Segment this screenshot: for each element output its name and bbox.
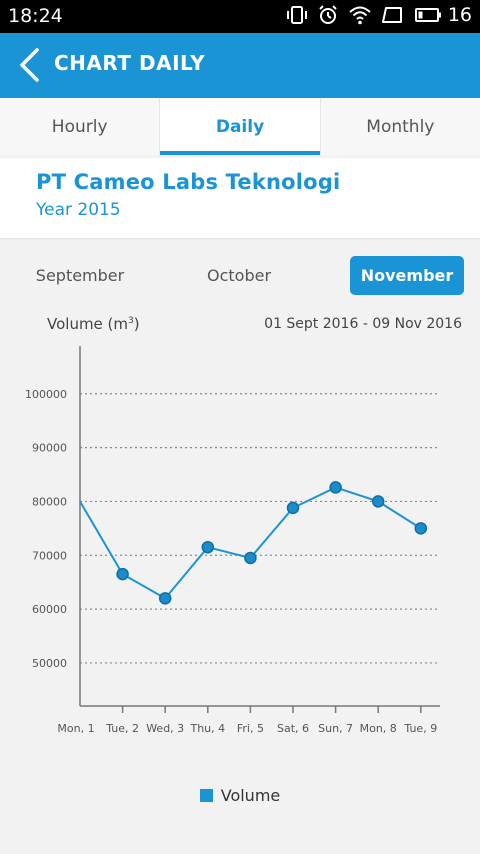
x-tick-label: Mon, 1 bbox=[57, 722, 94, 735]
x-tick-label: Mon, 8 bbox=[360, 722, 397, 735]
company-name: PT Cameo Labs Teknologi bbox=[36, 170, 341, 194]
chart-legend: Volume bbox=[0, 782, 480, 808]
x-tick-label: Sun, 7 bbox=[318, 722, 353, 735]
data-point[interactable] bbox=[244, 551, 257, 565]
vibrate-icon bbox=[286, 4, 308, 26]
data-point[interactable] bbox=[116, 567, 129, 581]
data-point[interactable] bbox=[329, 481, 342, 494]
y-tick-label: 60000 bbox=[32, 603, 67, 616]
y-tick-label: 80000 bbox=[32, 495, 67, 508]
page-title: CHART DAILY bbox=[54, 51, 206, 75]
y-tick-label: 70000 bbox=[32, 549, 67, 562]
tab-hourly[interactable]: Hourly bbox=[0, 98, 161, 155]
status-icons: 16 bbox=[286, 4, 472, 26]
wifi-icon bbox=[348, 4, 372, 26]
month-november[interactable]: November bbox=[350, 256, 464, 295]
x-tick-label: Fri, 5 bbox=[237, 722, 264, 735]
y-tick-label: 90000 bbox=[32, 442, 67, 455]
month-selector: September October November bbox=[0, 256, 480, 296]
data-point[interactable] bbox=[371, 495, 385, 508]
month-september[interactable]: September bbox=[35, 266, 125, 285]
battery-icon bbox=[414, 4, 442, 26]
alarm-icon bbox=[317, 4, 339, 26]
battery-level: 16 bbox=[447, 4, 472, 26]
tab-monthly[interactable]: Monthly bbox=[320, 98, 480, 155]
chevron-left-icon bbox=[20, 48, 39, 82]
back-button[interactable] bbox=[10, 43, 50, 87]
data-point[interactable] bbox=[286, 501, 300, 515]
legend-swatch bbox=[199, 788, 213, 802]
company-card: PT Cameo Labs Teknologi Year 2015 bbox=[0, 158, 480, 238]
chart-header: Volume (m3) 01 Sept 2016 - 09 Nov 2016 bbox=[0, 312, 480, 340]
company-year: Year 2015 bbox=[36, 200, 121, 220]
period-tabs: Hourly Daily Monthly bbox=[0, 98, 480, 155]
x-tick-label: Thu, 4 bbox=[189, 722, 225, 735]
status-time: 18:24 bbox=[8, 5, 63, 27]
x-tick-label: Sat, 6 bbox=[277, 722, 309, 735]
app-bar: CHART DAILY bbox=[0, 33, 480, 98]
volume-line-chart: 50000 60000 70000 80000 90000 100000 Mon, 1 Tue… bbox=[25, 346, 440, 735]
series-line-volume bbox=[79, 486, 422, 600]
data-point[interactable] bbox=[201, 540, 215, 554]
legend-label: Volume bbox=[220, 785, 281, 805]
tab-daily[interactable]: Daily bbox=[160, 98, 321, 155]
data-point[interactable] bbox=[414, 522, 428, 535]
y-tick-label: 50000 bbox=[32, 657, 67, 670]
mobile-signal-icon bbox=[381, 4, 405, 26]
date-range: 01 Sept 2016 - 09 Nov 2016 bbox=[264, 316, 462, 332]
data-point[interactable] bbox=[158, 592, 172, 605]
x-tick-label: Tue, 2 bbox=[105, 722, 139, 735]
y-tick-label: 100000 bbox=[25, 388, 67, 401]
y-axis-title: Volume (m3) bbox=[47, 315, 140, 333]
month-october[interactable]: October bbox=[206, 266, 272, 285]
status-bar: 18:24 16 bbox=[0, 0, 480, 33]
x-tick-label: Wed, 3 bbox=[146, 722, 184, 735]
x-tick-label: Tue, 9 bbox=[403, 722, 437, 735]
